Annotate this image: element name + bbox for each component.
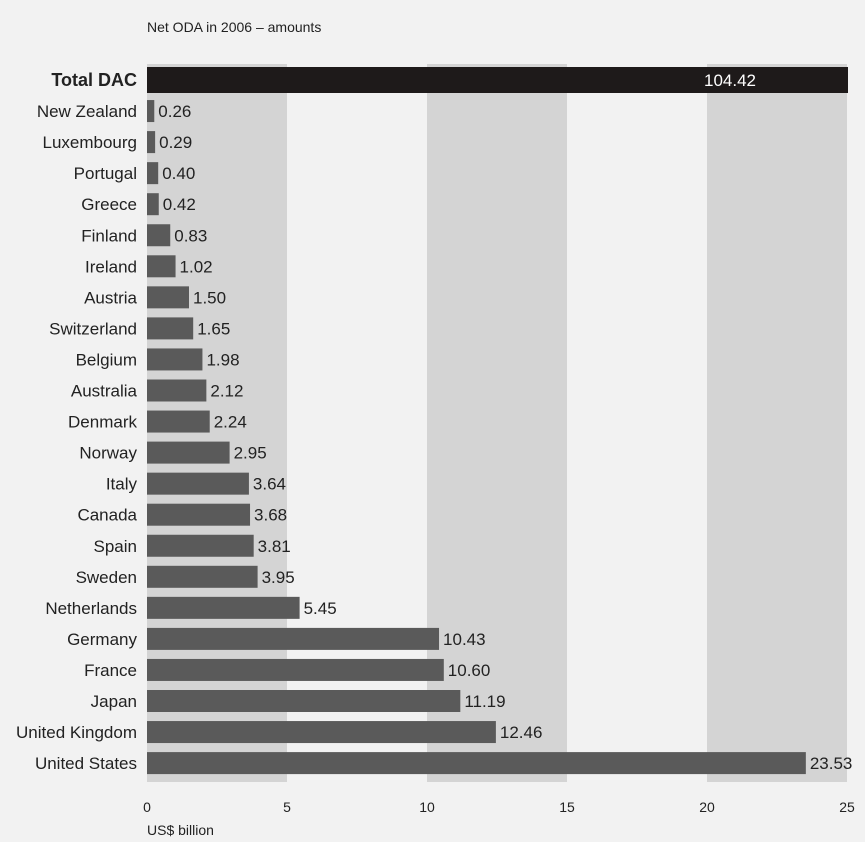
- x-tick-label: 10: [419, 799, 435, 815]
- bar: [147, 131, 156, 154]
- value-label: 0.83: [174, 226, 207, 245]
- value-label: 0.26: [158, 102, 191, 121]
- category-label: Netherlands: [45, 599, 137, 618]
- category-label: United States: [35, 754, 137, 773]
- value-label: 3.95: [262, 568, 295, 587]
- bar: [147, 255, 176, 278]
- x-tick-label: 0: [143, 799, 151, 815]
- bar: [147, 627, 440, 650]
- bar: [147, 224, 171, 247]
- category-label: Ireland: [85, 257, 137, 276]
- value-label: 3.64: [253, 475, 286, 494]
- value-label: 3.81: [258, 537, 291, 556]
- background-band: [707, 64, 847, 782]
- value-label: 1.65: [197, 319, 230, 338]
- value-label: 10.60: [448, 661, 491, 680]
- x-axis: 0 5 10 15 20 25: [143, 799, 855, 815]
- bar: [147, 441, 230, 464]
- x-tick-label: 25: [839, 799, 855, 815]
- category-label: Sweden: [76, 568, 137, 587]
- bar: [147, 162, 159, 185]
- value-label: 5.45: [304, 599, 337, 618]
- bar: [147, 658, 444, 681]
- bar: [147, 565, 258, 588]
- bar: [147, 379, 207, 402]
- value-label: 11.19: [464, 692, 505, 711]
- bar: [147, 100, 155, 123]
- category-label: Austria: [84, 288, 137, 307]
- value-label: 12.46: [500, 723, 543, 742]
- category-label: Luxembourg: [42, 133, 137, 152]
- category-label: New Zealand: [37, 102, 137, 121]
- value-label-total: 104.42: [704, 71, 756, 90]
- bar-total-dac: [147, 67, 848, 93]
- bar: [147, 721, 496, 744]
- bar: [147, 410, 210, 433]
- value-label: 2.24: [214, 413, 247, 432]
- bar: [147, 503, 251, 526]
- category-label: Belgium: [76, 350, 137, 369]
- bar: [147, 472, 249, 495]
- chart-title: Net ODA in 2006 – amounts: [147, 19, 321, 35]
- category-label: Portugal: [74, 164, 137, 183]
- category-label: Italy: [106, 475, 138, 494]
- x-tick-label: 15: [559, 799, 575, 815]
- category-label: United Kingdom: [16, 723, 137, 742]
- bar: [147, 752, 806, 775]
- x-tick-label: 5: [283, 799, 291, 815]
- bars-group: Total DAC 104.42 New Zealand 0.26 Luxembourg…: [16, 67, 853, 775]
- value-label: 1.98: [206, 350, 239, 369]
- category-label: Germany: [67, 630, 137, 649]
- background-bands: [147, 64, 847, 782]
- bar: [147, 690, 461, 712]
- bar: [147, 596, 300, 619]
- value-label: 0.40: [162, 164, 195, 183]
- value-label: 2.12: [210, 382, 243, 401]
- value-label: 2.95: [234, 444, 267, 463]
- bar: [147, 193, 159, 216]
- value-label: 0.29: [159, 133, 192, 152]
- bar: [147, 286, 189, 309]
- category-label: Australia: [71, 382, 138, 401]
- value-label: 1.02: [180, 257, 213, 276]
- background-band: [427, 64, 567, 782]
- bar: [147, 534, 254, 557]
- category-label: Denmark: [68, 413, 137, 432]
- value-label: 23.53: [810, 754, 853, 773]
- category-label: France: [84, 661, 137, 680]
- value-label: 1.50: [193, 288, 226, 307]
- category-label: Switzerland: [49, 319, 137, 338]
- bar: [147, 317, 194, 340]
- category-label: Norway: [79, 444, 137, 463]
- category-label: Greece: [81, 195, 137, 214]
- category-label-total: Total DAC: [51, 70, 137, 90]
- category-label: Spain: [94, 537, 137, 556]
- category-label: Japan: [91, 692, 137, 711]
- value-label: 10.43: [443, 630, 486, 649]
- value-label: 0.42: [163, 195, 196, 214]
- value-label: 3.68: [254, 506, 287, 525]
- category-label: Finland: [81, 226, 137, 245]
- x-tick-label: 20: [699, 799, 715, 815]
- bar: [147, 348, 203, 371]
- x-axis-label: US$ billion: [147, 822, 214, 837]
- category-label: Canada: [77, 506, 137, 525]
